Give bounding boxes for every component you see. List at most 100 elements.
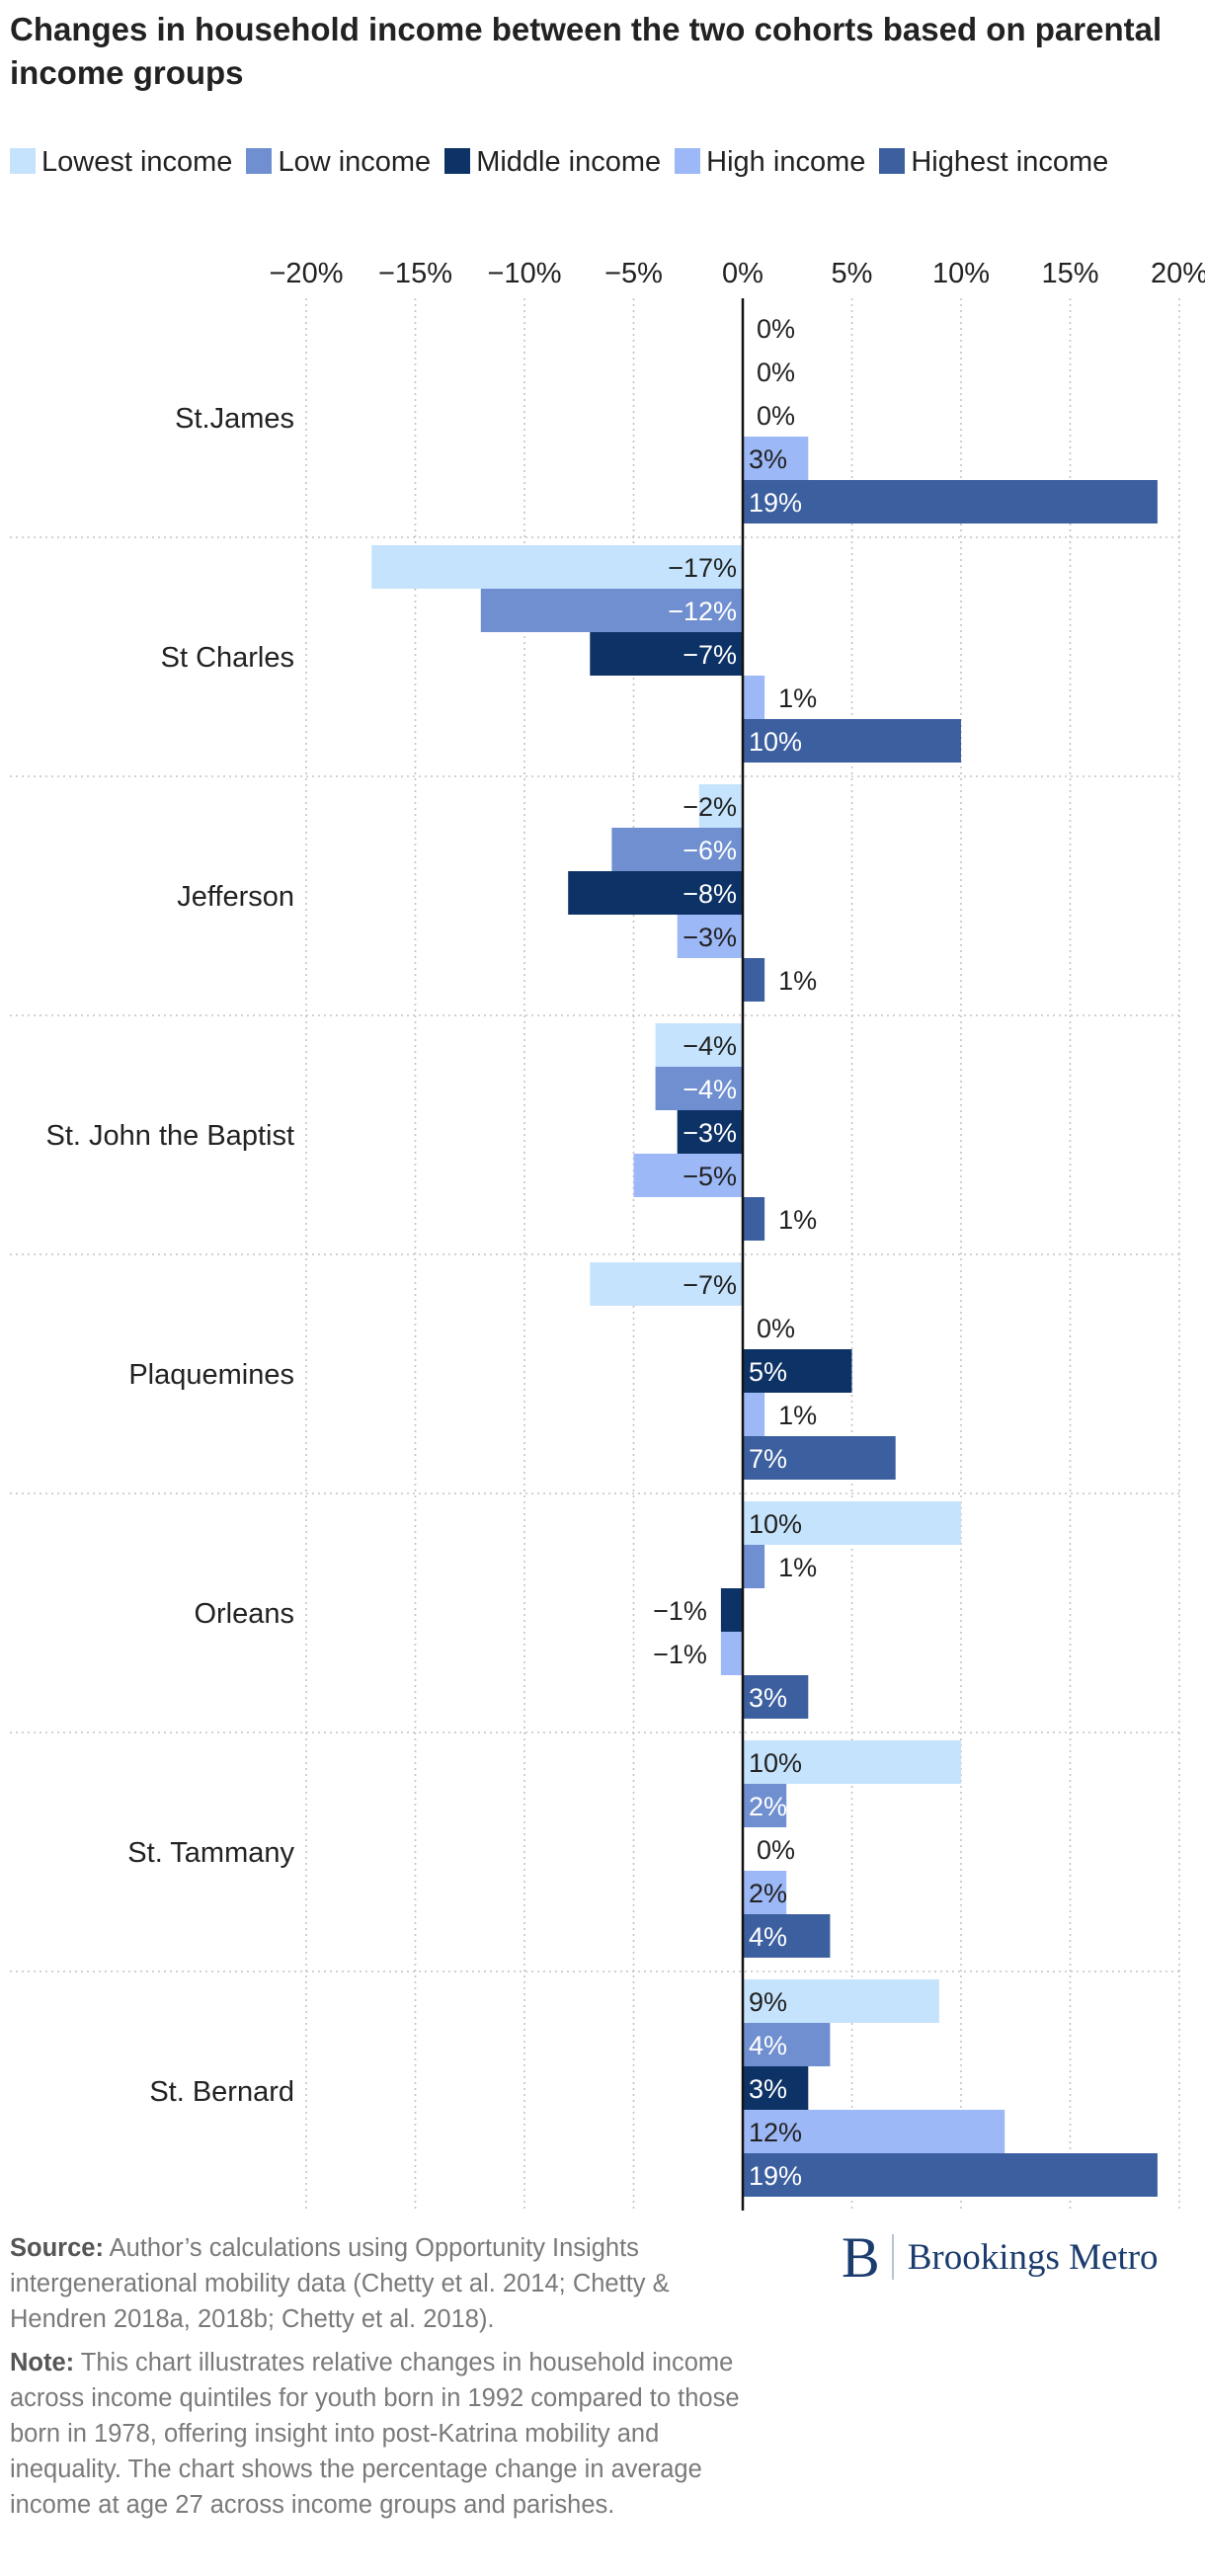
legend-label: High income [706, 146, 866, 178]
bar [590, 1262, 743, 1306]
value-label: −2% [683, 792, 737, 822]
x-tick-label: 15% [1041, 258, 1098, 289]
value-label: 0% [757, 314, 795, 344]
legend-item-4: Highest income [879, 138, 1108, 186]
value-label: −4% [683, 1031, 737, 1061]
bar [677, 1110, 743, 1154]
value-label: 5% [749, 1357, 787, 1387]
legend-swatch [675, 148, 701, 174]
bar [743, 2110, 1005, 2153]
value-label: −7% [683, 1270, 737, 1300]
value-label: 19% [749, 488, 802, 518]
bar [698, 784, 743, 828]
value-label: 10% [749, 727, 802, 757]
brand-name: Brookings Metro [907, 2236, 1159, 2278]
legend-label: Low income [278, 146, 432, 178]
legend-item-1: Low income [246, 138, 431, 186]
x-tick-label: 20% [1151, 258, 1205, 289]
value-label: −5% [683, 1162, 737, 1191]
value-label: 0% [757, 1314, 795, 1343]
category-label: St. Tammany [127, 1837, 294, 1869]
chart-note: Note: This chart illustrates relative ch… [10, 2345, 741, 2523]
category-label: Orleans [194, 1598, 294, 1630]
bar [633, 1154, 743, 1197]
chart-title: Changes in household income between the … [10, 11, 1163, 91]
brand-logo: B Brookings Metro [842, 2222, 1159, 2292]
bar [743, 1501, 961, 1545]
x-tick-label: 10% [932, 258, 990, 289]
value-label: 2% [749, 1792, 787, 1821]
bar [480, 589, 743, 632]
note-text: This chart illustrates relative changes … [10, 2349, 740, 2519]
value-label: 1% [778, 1553, 817, 1582]
value-label: 9% [749, 1987, 787, 2017]
value-label: 1% [778, 684, 817, 713]
bar [743, 1784, 787, 1827]
bar [743, 1545, 765, 1588]
legend-swatch [246, 148, 273, 174]
value-label: −6% [683, 836, 737, 865]
legend: Lowest income Low income Middle income High… [10, 138, 1175, 186]
chart: −20% −15% −10% −5% 0% 5% 10% 15% 20% St.James 0% 0%… [10, 258, 1205, 2211]
bar [743, 1871, 787, 1914]
bar [743, 1979, 939, 2023]
value-label: 0% [757, 1835, 795, 1865]
value-label: −1% [653, 1596, 707, 1626]
legend-swatch [879, 148, 906, 174]
legend-item-3: High income [675, 138, 865, 186]
bar [743, 2153, 1158, 2197]
bar [655, 1023, 743, 1067]
x-tick-label: 5% [832, 258, 873, 289]
x-tick-label: −15% [378, 258, 452, 289]
bar [371, 545, 743, 589]
bar [568, 871, 743, 915]
value-label: 2% [749, 1879, 787, 1908]
category-label: St. Bernard [149, 2076, 294, 2108]
note-label: Note: [10, 2349, 75, 2376]
value-label: 4% [749, 2031, 787, 2060]
legend-swatch [444, 148, 471, 174]
value-label: 0% [757, 358, 795, 387]
value-label: −3% [683, 923, 737, 952]
x-tick-label: −10% [488, 258, 562, 289]
value-label: 3% [749, 1683, 787, 1713]
category-label: St Charles [161, 642, 294, 674]
value-label: 1% [778, 966, 817, 996]
value-label: −12% [668, 597, 737, 626]
value-label: 4% [749, 1922, 787, 1952]
bar [720, 1632, 743, 1675]
brand-mark: B [842, 2224, 880, 2290]
bar [743, 1675, 809, 1719]
source-text: Author’s calculations using Opportunity … [10, 2234, 670, 2333]
bar [743, 1197, 765, 1241]
brand-divider [891, 2234, 894, 2280]
value-label: 19% [749, 2161, 802, 2191]
bar [743, 2066, 809, 2110]
bar [590, 632, 743, 676]
source-note: Source: Author’s calculations using Oppo… [10, 2230, 741, 2337]
source-label: Source: [10, 2234, 104, 2262]
value-label: 1% [778, 1401, 817, 1430]
value-label: 7% [749, 1444, 787, 1474]
category-label: St.James [175, 403, 294, 435]
bar [611, 828, 743, 871]
category-label: St. John the Baptist [46, 1120, 294, 1152]
bar [655, 1067, 743, 1110]
value-label: −17% [668, 553, 737, 583]
bar [743, 958, 765, 1002]
bar [743, 676, 765, 719]
value-label: −8% [683, 879, 737, 909]
value-label: 10% [749, 1748, 802, 1778]
bar [743, 437, 809, 480]
value-label: 3% [749, 2074, 787, 2104]
legend-label: Middle income [476, 146, 662, 178]
category-label: Jefferson [177, 881, 294, 913]
legend-label: Highest income [911, 146, 1109, 178]
bar [743, 1349, 852, 1393]
bar [743, 2023, 831, 2066]
legend-swatch [10, 148, 36, 174]
value-label: −7% [683, 640, 737, 670]
bar [743, 1393, 765, 1436]
x-tick-label: −20% [270, 258, 344, 289]
value-label: −1% [653, 1640, 707, 1669]
